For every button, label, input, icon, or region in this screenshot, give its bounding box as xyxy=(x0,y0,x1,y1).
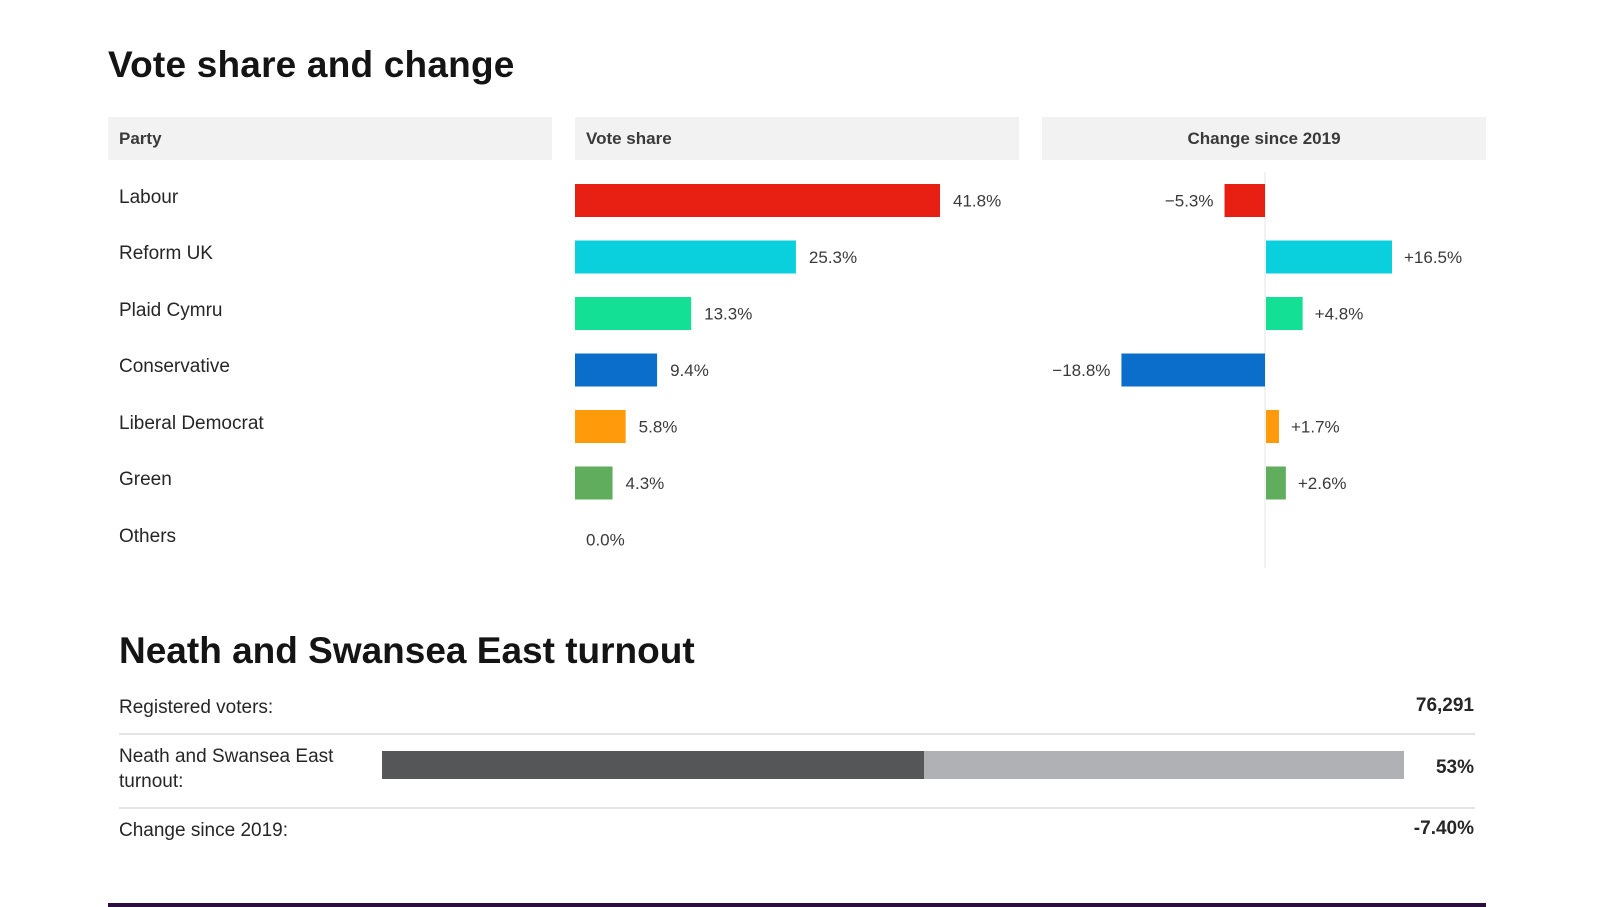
registered-voters-value: 76,291 xyxy=(1415,695,1474,716)
vote-share-data-label: 25.3% xyxy=(809,248,857,267)
vote-share-bar xyxy=(575,466,613,500)
party-name: Green xyxy=(119,469,172,490)
change-bar xyxy=(1266,410,1279,443)
vote-share-bar xyxy=(575,353,658,387)
turnout-bar-fill xyxy=(382,751,924,779)
change-data-label: +2.6% xyxy=(1298,474,1347,493)
change-bar xyxy=(1266,466,1286,500)
turnout-title: Neath and Swansea East turnout xyxy=(119,630,695,671)
change-since-2019-label: Change since 2019: xyxy=(119,820,289,841)
party-name: Reform UK xyxy=(119,243,213,264)
party-name: Labour xyxy=(119,186,179,208)
vote-share-title: Vote share and change xyxy=(108,44,515,85)
change-bar xyxy=(1224,184,1265,217)
vote-share-chart: 41.8% −5.3% 25.3% +16.5% 13.3% +4.8% 9.4% −18.8… xyxy=(575,172,1462,568)
change-bar xyxy=(1121,353,1265,387)
party-header-label: Party xyxy=(119,128,162,148)
change-since-2019-value: -7.40% xyxy=(1413,818,1474,839)
divider xyxy=(119,733,1475,735)
party-name: Conservative xyxy=(119,356,230,377)
turnout-value: 53% xyxy=(1435,757,1474,778)
turnout-bar-track xyxy=(382,751,1404,779)
vote-share-column-header: Vote share xyxy=(575,117,1019,160)
vote-share-bar xyxy=(575,240,796,274)
vote-share-data-label: 4.3% xyxy=(626,474,665,493)
party-column-header: Party xyxy=(108,117,552,160)
vote-share-data-label: 9.4% xyxy=(670,361,709,380)
party-name: Others xyxy=(119,525,177,547)
vote-share-data-label: 13.3% xyxy=(704,305,752,324)
vote-share-header-label: Vote share xyxy=(586,128,672,148)
turnout-label: Neath and Swansea East turnout: xyxy=(119,746,334,792)
registered-voters-label: Registered voters: xyxy=(119,697,274,718)
party-name: Liberal Democrat xyxy=(119,412,264,434)
divider xyxy=(119,807,1475,809)
change-data-label: −5.3% xyxy=(1165,192,1214,211)
vote-share-data-label: 5.8% xyxy=(639,418,678,437)
vote-share-data-label: 0.0% xyxy=(586,531,625,550)
vote-share-bar xyxy=(575,297,692,330)
vote-share-data-label: 41.8% xyxy=(953,192,1001,211)
change-data-label: +4.8% xyxy=(1315,305,1364,324)
change-data-label: +16.5% xyxy=(1404,248,1462,267)
change-bar xyxy=(1266,297,1303,330)
change-data-label: +1.7% xyxy=(1291,418,1340,437)
change-data-label: −18.8% xyxy=(1052,361,1110,380)
bottom-rule xyxy=(108,903,1486,907)
party-name: Plaid Cymru xyxy=(119,299,223,321)
change-header-label: Change since 2019 xyxy=(1187,128,1341,148)
vote-share-bar xyxy=(575,410,626,443)
change-column-header: Change since 2019 xyxy=(1042,117,1486,160)
vote-share-bar xyxy=(575,184,940,217)
change-bar xyxy=(1266,240,1392,274)
